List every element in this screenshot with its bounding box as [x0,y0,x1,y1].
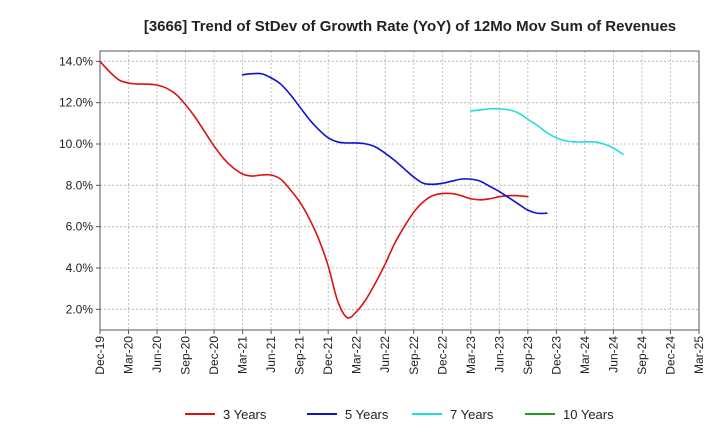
y-axis: 2.0% 4.0% 6.0% 8.0% 10.0% 12.0% 14.0% [59,54,100,316]
x-tick-label: Jun-23 [492,336,506,373]
y-tick-label: 8.0% [66,178,94,192]
x-tick-label: Sep-20 [179,336,193,375]
chart-title: [3666] Trend of StDev of Growth Rate (Yo… [144,18,676,35]
x-tick-label: Jun-22 [378,336,392,373]
series-line-3-years [99,60,529,319]
legend: 3 Years 5 Years 7 Years 10 Years [185,407,614,422]
x-tick-label: Jun-24 [606,336,620,373]
legend-label-5-years: 5 Years [345,407,389,422]
y-tick-label: 14.0% [59,54,93,68]
x-tick-label: Sep-21 [293,336,307,375]
legend-label-7-years: 7 Years [450,407,494,422]
series-layer [99,60,624,319]
series-line-7-years [470,107,624,156]
x-tick-label: Dec-20 [207,336,221,375]
series-line-5-years [241,72,548,215]
x-axis: Dec-19 Mar-20 Jun-20 Sep-20 Dec-20 Mar-21 Jun-… [93,330,706,375]
legend-label-3-years: 3 Years [223,407,267,422]
y-tick-label: 10.0% [59,137,93,151]
x-tick-label: Mar-22 [350,336,364,374]
x-tick-label: Mar-20 [122,336,136,374]
y-tick-label: 2.0% [66,302,94,316]
legend-label-10-years: 10 Years [563,407,614,422]
x-tick-label: Dec-23 [549,336,563,375]
y-tick-label: 4.0% [66,261,94,275]
x-tick-label: Jun-20 [150,336,164,373]
x-tick-label: Sep-23 [521,336,535,375]
x-tick-label: Dec-19 [93,336,107,375]
grid-layer [99,51,700,330]
plot-frame [99,50,700,331]
x-tick-label: Dec-21 [321,336,335,375]
x-tick-label: Dec-22 [435,336,449,375]
x-tick-label: Dec-24 [663,336,677,375]
x-tick-label: Mar-23 [464,336,478,374]
y-tick-label: 12.0% [59,96,93,110]
x-tick-label: Jun-21 [264,336,278,373]
y-tick-label: 6.0% [66,220,94,234]
x-tick-label: Sep-24 [635,336,649,375]
x-tick-label: Sep-22 [407,336,421,375]
x-tick-label: Mar-24 [578,336,592,374]
x-tick-label: Mar-21 [236,336,250,374]
x-tick-label: Mar-25 [692,336,706,374]
